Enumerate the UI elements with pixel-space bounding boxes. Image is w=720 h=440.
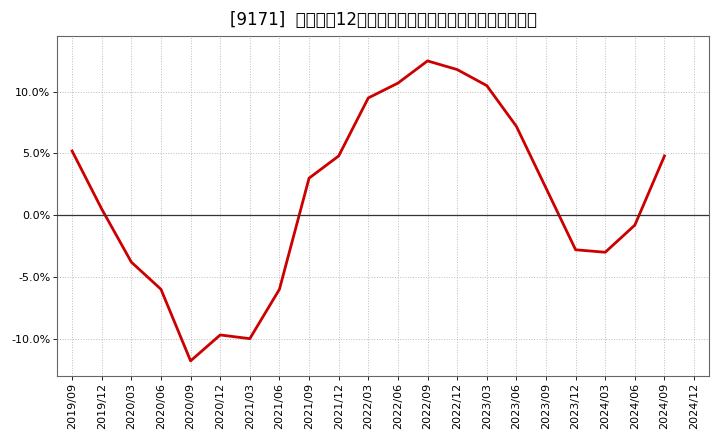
Title: [9171]  売上高の12か月移動合計の対前年同期増減率の推移: [9171] 売上高の12か月移動合計の対前年同期増減率の推移 [230, 11, 536, 29]
